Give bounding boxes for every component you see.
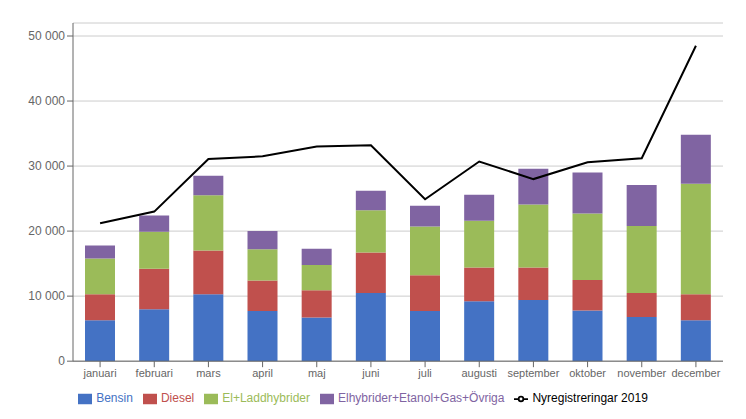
svg-text:30 000: 30 000 (28, 159, 65, 173)
svg-text:november: november (617, 367, 666, 379)
svg-text:mars: mars (196, 367, 221, 379)
svg-text:april: april (252, 367, 273, 379)
svg-text:augusti: augusti (462, 367, 497, 379)
html-text:Nyregistreringar 2019: Nyregistreringar 2019 (532, 391, 648, 406)
html-text:Bensin: Bensin (96, 391, 133, 406)
svg-text:20 000: 20 000 (28, 224, 65, 238)
svg-text:50 000: 50 000 (28, 29, 65, 43)
svg-text:september: september (507, 367, 559, 379)
svg-text:juni: juni (361, 367, 379, 379)
svg-text:0: 0 (58, 354, 65, 368)
svg-text:februari: februari (136, 367, 173, 379)
svg-text:januari: januari (83, 367, 117, 379)
svg-text:december: december (671, 367, 720, 379)
svg-text:40 000: 40 000 (28, 94, 65, 108)
html-text:Elhybrider+Etanol+Gas+Övriga: Elhybrider+Etanol+Gas+Övriga (338, 391, 505, 406)
html-text:El+Laddhybrider: El+Laddhybrider (222, 391, 310, 406)
html-text:Diesel: Diesel (160, 391, 195, 406)
svg-text:10 000: 10 000 (28, 289, 65, 303)
svg-text:juli: juli (417, 367, 431, 379)
svg-text:maj: maj (308, 367, 326, 379)
svg-text:oktober: oktober (569, 367, 606, 379)
